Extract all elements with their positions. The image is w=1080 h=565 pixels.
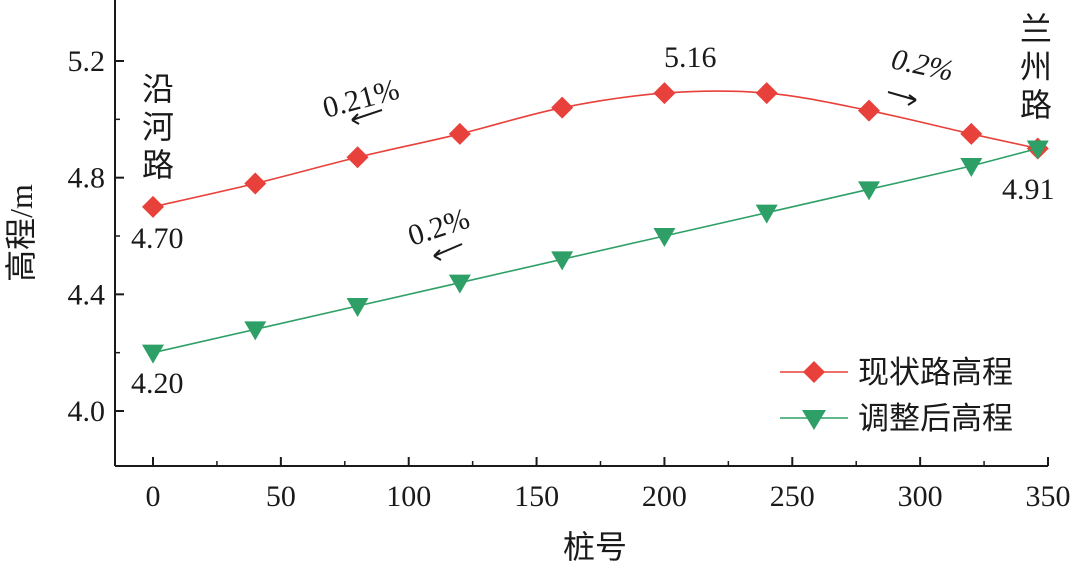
legend-marker-adjusted (802, 410, 826, 430)
y-tick-label-4.4: 4.4 (68, 278, 106, 311)
series-0-point-40 (244, 172, 267, 195)
annotation-peak: 5.16 (664, 41, 717, 74)
series-0-point-200 (653, 82, 676, 105)
series-1-point-280 (858, 181, 880, 201)
series-1-point-346 (1026, 140, 1049, 160)
x-tick-label-100: 100 (386, 480, 431, 513)
series-1-point-40 (244, 321, 267, 341)
y-axis-title: 高程/m (3, 184, 39, 282)
series-0-point-240 (755, 82, 778, 105)
grade-arrow-existing-left (351, 109, 383, 125)
series-layer (142, 82, 1049, 364)
legend-label-existing: 现状路高程 (858, 355, 1013, 390)
series-1-point-120 (448, 274, 471, 294)
annotation-start-adjusted: 4.20 (131, 367, 184, 400)
x-tick-label-300: 300 (898, 480, 943, 513)
series-0-point-120 (448, 122, 471, 145)
series-1-point-80 (346, 298, 369, 317)
x-axis-title: 桩号 (563, 529, 627, 565)
series-0-point-0 (142, 195, 164, 218)
x-tick-label-50: 50 (266, 480, 296, 513)
road-label-left-1: 沿 (142, 71, 174, 107)
grade-label-existing-right: 0.2% (889, 43, 957, 88)
y-tick-label-5.2: 5.2 (68, 45, 106, 78)
legend: 现状路高程 调整后高程 (780, 355, 1013, 436)
series-1-point-240 (755, 204, 778, 224)
road-label-right-3: 路 (1020, 87, 1052, 123)
road-label-right-2: 州 (1020, 49, 1052, 85)
annotation-start-existing: 4.70 (131, 222, 184, 255)
grade-arrow-adjusted (433, 243, 463, 261)
series-line-0 (152, 90, 1038, 208)
series-1-point-200 (653, 228, 676, 247)
x-tick-label-0: 0 (146, 480, 161, 513)
legend-label-adjusted: 调整后高程 (858, 401, 1013, 436)
series-0-point-280 (858, 99, 880, 122)
x-tick-label-250: 250 (770, 480, 815, 513)
y-tick-label-4: 4.0 (68, 395, 106, 428)
annotation-end: 4.91 (1002, 173, 1055, 206)
series-0-point-320 (960, 122, 983, 145)
x-tick-label-200: 200 (642, 480, 687, 513)
road-label-left-2: 河 (142, 109, 174, 145)
x-tick-label-150: 150 (514, 480, 559, 513)
road-label-right-1: 兰 (1020, 11, 1052, 47)
grade-label-adjusted: 0.2% (404, 202, 474, 253)
grade-arrow-existing-right (887, 91, 917, 106)
series-1-point-320 (960, 158, 983, 177)
x-tick-label-350: 350 (1026, 480, 1071, 513)
series-line-1 (152, 147, 1038, 354)
series-0-point-160 (551, 96, 574, 119)
legend-marker-existing (803, 361, 825, 383)
ticks-layer: 0 50 100 150 200 250 300 350 4.0 4.4 4.8 5.2 (68, 45, 1071, 513)
series-1-point-0 (142, 344, 164, 364)
series-1-point-160 (551, 251, 574, 271)
series-0-point-80 (346, 146, 369, 169)
road-label-left-3: 路 (142, 147, 174, 183)
y-tick-label-4.8: 4.8 (68, 162, 106, 195)
